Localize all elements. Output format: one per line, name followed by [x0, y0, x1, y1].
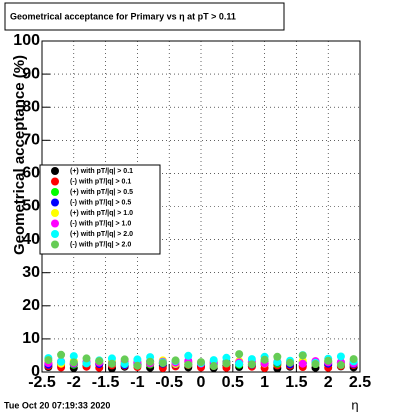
y-tick-label: 90 [22, 65, 40, 82]
legend-label: (+) with pT/|q| > 0.1 [70, 168, 133, 175]
data-point [95, 357, 104, 366]
y-tick-label: 0 [31, 363, 40, 380]
legend-marker [51, 219, 59, 228]
data-point [57, 357, 66, 366]
y-tick-label: 80 [22, 98, 40, 115]
x-tick-label: 2 [324, 374, 333, 391]
data-point [69, 352, 78, 361]
y-tick-label: 50 [22, 198, 40, 215]
y-axis-label: Geometrical acceptance (%) [11, 55, 28, 255]
x-tick-label: 1.5 [285, 374, 307, 391]
x-tick-label: 2.5 [349, 374, 371, 391]
x-tick-label: -0.5 [155, 374, 183, 391]
data-point [222, 353, 231, 362]
x-tick-label: -1.5 [92, 374, 120, 391]
data-point [298, 359, 307, 368]
data-point [349, 355, 358, 364]
data-point [209, 362, 218, 371]
data-point [133, 355, 142, 364]
chart-title: Geometrical acceptance for Primary vs η … [10, 11, 236, 21]
legend-marker [51, 167, 59, 175]
data-point [184, 351, 193, 360]
data-point [324, 356, 333, 365]
data-point [146, 357, 155, 366]
legend-label: (+) with pT/|q| > 2.0 [70, 231, 133, 238]
legend-label: (-) with pT/|q| > 1.0 [70, 220, 131, 227]
data-point [69, 358, 78, 367]
y-tick-label: 20 [22, 297, 40, 314]
data-point [235, 359, 244, 368]
data-point [336, 361, 345, 370]
legend-label: (-) with pT/|q| > 0.5 [70, 199, 131, 206]
data-point [107, 359, 116, 368]
data-point [311, 360, 320, 369]
data-point [298, 351, 307, 360]
timestamp: Tue Oct 20 07:19:33 2020 [4, 400, 110, 410]
legend-marker [51, 240, 59, 249]
data-point [235, 350, 244, 359]
data-point [44, 356, 53, 365]
legend-marker [51, 209, 59, 217]
x-tick-label: 0.5 [222, 374, 244, 391]
data-point [286, 358, 295, 367]
x-tick-label: 1 [260, 374, 269, 391]
data-point [184, 360, 193, 369]
x-tick-label: -1 [130, 374, 144, 391]
data-point [336, 352, 345, 361]
data-point [133, 361, 142, 370]
data-point [260, 355, 269, 364]
data-point [57, 350, 66, 359]
data-point [82, 354, 91, 363]
legend-label: (-) with pT/|q| > 2.0 [70, 241, 131, 248]
legend-box [39, 164, 161, 255]
legend-label: (+) with pT/|q| > 0.5 [70, 189, 133, 196]
y-tick-label: 60 [22, 165, 40, 182]
y-tick-label: 70 [22, 132, 40, 149]
data-point [273, 352, 282, 361]
data-point [158, 359, 167, 368]
y-tick-label: 10 [22, 330, 40, 347]
data-point [120, 355, 129, 364]
title-box [4, 2, 285, 31]
y-tick-label: 40 [22, 231, 40, 248]
data-point [209, 356, 218, 365]
legend-label: (-) with pT/|q| > 0.1 [70, 178, 131, 185]
x-axis-label: η [351, 397, 358, 412]
legend-marker [51, 188, 59, 196]
y-tick-label: 100 [13, 32, 40, 49]
data-point [171, 356, 180, 365]
x-tick-label: -2.5 [28, 374, 56, 391]
legend-marker [51, 177, 59, 186]
legend-marker [51, 230, 59, 238]
data-point [247, 360, 256, 369]
y-tick-label: 30 [22, 264, 40, 281]
data-point [222, 359, 231, 368]
data-point [197, 358, 205, 367]
legend-label: (+) with pT/|q| > 1.0 [70, 210, 133, 217]
legend-marker [51, 198, 59, 207]
x-tick-label: -2 [67, 374, 81, 391]
x-tick-label: 0 [197, 374, 206, 391]
